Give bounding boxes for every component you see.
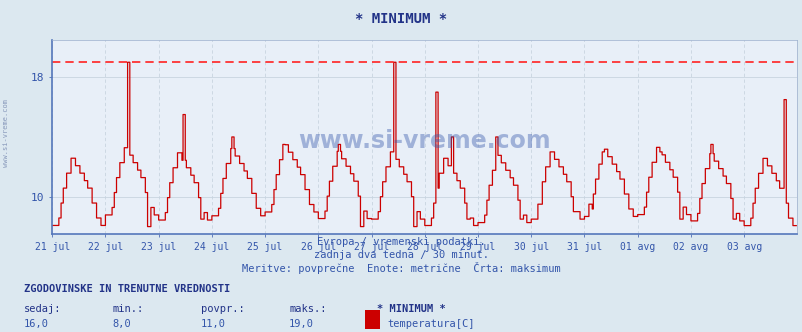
Text: 16,0: 16,0 (24, 319, 49, 329)
Text: 11,0: 11,0 (200, 319, 225, 329)
Text: www.si-vreme.com: www.si-vreme.com (298, 129, 550, 153)
Text: Meritve: povprečne  Enote: metrične  Črta: maksimum: Meritve: povprečne Enote: metrične Črta:… (242, 262, 560, 274)
Text: ZGODOVINSKE IN TRENUTNE VREDNOSTI: ZGODOVINSKE IN TRENUTNE VREDNOSTI (24, 284, 230, 294)
Text: sedaj:: sedaj: (24, 304, 62, 314)
Text: maks.:: maks.: (289, 304, 326, 314)
Text: povpr.:: povpr.: (200, 304, 244, 314)
Text: 8,0: 8,0 (112, 319, 131, 329)
Text: * MINIMUM *: * MINIMUM * (377, 304, 446, 314)
Text: temperatura[C]: temperatura[C] (387, 319, 474, 329)
Text: zadnja dva tedna / 30 minut.: zadnja dva tedna / 30 minut. (314, 250, 488, 260)
Text: Evropa / vremenski podatki.: Evropa / vremenski podatki. (317, 237, 485, 247)
Text: 19,0: 19,0 (289, 319, 314, 329)
Text: min.:: min.: (112, 304, 144, 314)
Text: www.si-vreme.com: www.si-vreme.com (3, 99, 10, 167)
Text: * MINIMUM *: * MINIMUM * (355, 12, 447, 26)
